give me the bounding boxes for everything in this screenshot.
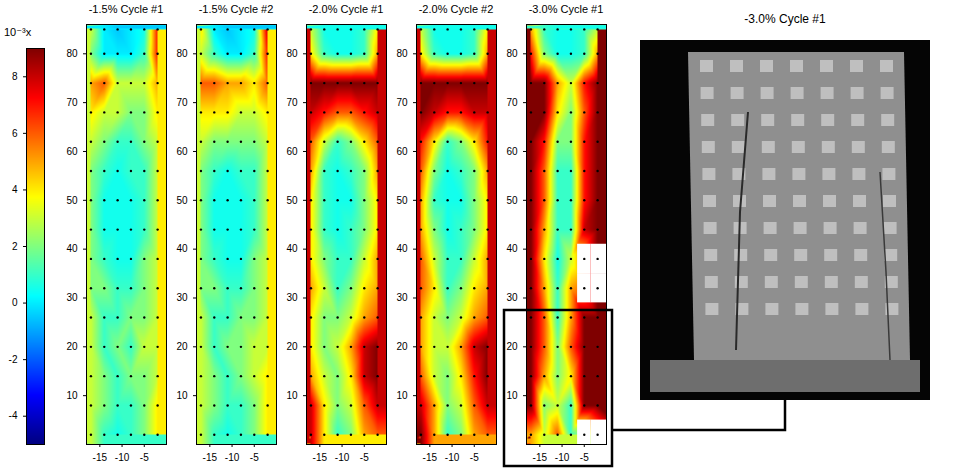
svg-text:60: 60 [176,146,188,157]
svg-text:-2: -2 [9,354,18,365]
svg-text:10: 10 [66,390,78,401]
html-text:-2.0% Cycle #2: -2.0% Cycle #2 [418,3,494,15]
html-text:-1.5% Cycle #1: -1.5% Cycle #1 [88,3,164,15]
svg-text:20: 20 [66,341,78,352]
svg-text:20: 20 [176,341,188,352]
html-text:-3.0% Cycle #1: -3.0% Cycle #1 [528,3,604,15]
svg-text:80: 80 [506,48,518,59]
svg-text:70: 70 [286,97,298,108]
svg-text:60: 60 [286,146,298,157]
svg-text:70: 70 [66,97,78,108]
svg-text:10: 10 [176,390,188,401]
svg-text:50: 50 [176,195,188,206]
svg-text:20: 20 [286,341,298,352]
html-text:-3.0% Cycle #1: -3.0% Cycle #1 [744,12,826,26]
svg-text:-10: -10 [115,452,130,463]
svg-text:30: 30 [506,292,518,303]
svg-text:30: 30 [176,292,188,303]
svg-text:0: 0 [12,297,18,308]
svg-text:70: 70 [506,97,518,108]
svg-text:-15: -15 [203,452,218,463]
svg-text:70: 70 [176,97,188,108]
svg-text:-5: -5 [360,452,369,463]
svg-text:-10: -10 [335,452,350,463]
svg-text:60: 60 [396,146,408,157]
svg-text:60: 60 [66,146,78,157]
svg-text:30: 30 [66,292,78,303]
svg-text:70: 70 [396,97,408,108]
html-text:-1.5% Cycle #2: -1.5% Cycle #2 [198,3,274,15]
svg-text:30: 30 [286,292,298,303]
svg-text:50: 50 [66,195,78,206]
svg-text:-5: -5 [140,452,149,463]
svg-text:80: 80 [66,48,78,59]
svg-text:50: 50 [286,195,298,206]
svg-text:40: 40 [506,243,518,254]
svg-text:-5: -5 [580,452,589,463]
svg-text:10: 10 [506,390,518,401]
svg-text:-10: -10 [225,452,240,463]
svg-text:80: 80 [176,48,188,59]
svg-text:-10: -10 [555,452,570,463]
svg-text:2: 2 [12,241,18,252]
svg-text:80: 80 [286,48,298,59]
svg-text:40: 40 [176,243,188,254]
svg-text:4: 4 [12,184,18,195]
svg-text:6: 6 [12,128,18,139]
svg-text:-15: -15 [313,452,328,463]
svg-text:60: 60 [506,146,518,157]
svg-text:30: 30 [396,292,408,303]
svg-text:40: 40 [286,243,298,254]
svg-text:-15: -15 [93,452,108,463]
svg-text:10: 10 [396,390,408,401]
html-text:-2.0% Cycle #1: -2.0% Cycle #1 [308,3,384,15]
svg-text:-15: -15 [423,452,438,463]
svg-text:-5: -5 [470,452,479,463]
svg-text:80: 80 [396,48,408,59]
svg-text:20: 20 [396,341,408,352]
svg-text:-5: -5 [250,452,259,463]
svg-text:-4: -4 [9,410,18,421]
svg-text:20: 20 [506,341,518,352]
svg-text:-10: -10 [445,452,460,463]
svg-text:-15: -15 [533,452,548,463]
svg-text:10: 10 [286,390,298,401]
svg-text:50: 50 [396,195,408,206]
svg-text:40: 40 [66,243,78,254]
svg-text:40: 40 [396,243,408,254]
svg-text:8: 8 [12,71,18,82]
html-text:10⁻³x: 10⁻³x [4,26,32,38]
svg-text:50: 50 [506,195,518,206]
